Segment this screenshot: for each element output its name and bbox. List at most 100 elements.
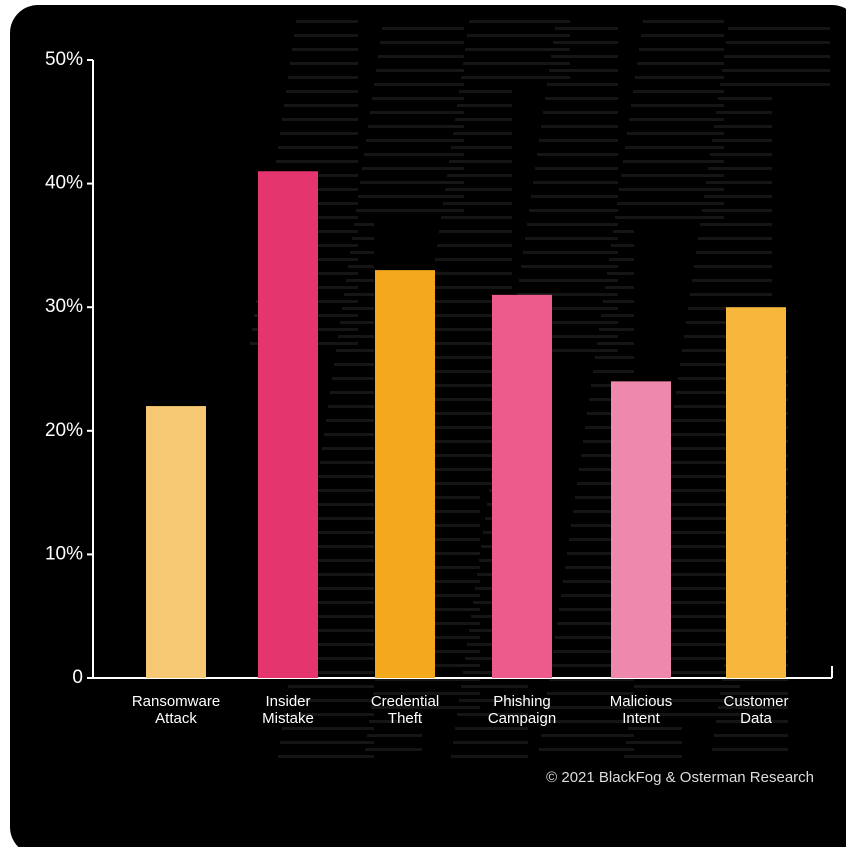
bar [146,406,206,678]
pattern-stripe [419,370,512,373]
pattern-stripe [332,377,374,380]
pattern-stripe [549,678,634,681]
pattern-stripe [567,552,634,555]
pattern-stripe [611,244,634,247]
pattern-stripe [634,685,682,688]
pattern-stripe [577,482,634,485]
pattern-stripe [543,720,634,723]
pattern-stripe [641,643,740,646]
pattern-stripe [617,202,724,205]
pattern-stripe [378,55,464,58]
pattern-stripe [457,104,512,107]
pattern-stripe [352,237,374,240]
pattern-stripe [633,699,740,702]
pattern-stripe [587,412,634,415]
pattern-stripe [694,265,772,268]
pattern-stripe [451,146,512,149]
pattern-stripe [437,244,512,247]
pattern-stripe [712,139,772,142]
pattern-stripe [330,391,374,394]
pattern-stripe [294,643,374,646]
pattern-stripe [415,398,512,401]
pattern-stripe [439,230,512,233]
pattern-stripe [360,181,464,184]
pattern-stripe [365,748,422,751]
pattern-stripe [284,713,374,716]
pattern-stripe [597,342,634,345]
pattern-stripe [545,97,618,100]
pattern-stripe [338,335,374,338]
pattern-stripe [557,622,634,625]
pattern-stripe [579,468,634,471]
pattern-stripe [545,706,634,709]
pattern-stripe [461,76,512,79]
pattern-stripe [629,118,724,121]
pattern-stripe [369,720,422,723]
pattern-stripe [346,279,374,282]
pattern-stripe [519,279,618,282]
pattern-stripe [413,412,512,415]
pattern-stripe [722,69,772,72]
pattern-stripe [464,62,570,65]
pattern-stripe [722,678,788,681]
pattern-stripe [453,741,528,744]
pattern-stripe [571,524,634,527]
pattern-stripe [535,167,618,170]
pattern-stripe [394,552,480,555]
pattern-stripe [304,573,374,576]
pattern-stripe [595,356,634,359]
pattern-stripe [374,83,464,86]
pattern-stripe [630,713,682,716]
pattern-stripe [581,454,634,457]
pattern-stripe [649,587,740,590]
pattern-stripe [336,349,374,352]
pattern-stripe [599,328,634,331]
pattern-stripe [375,678,422,681]
pattern-stripe [467,34,512,37]
pattern-stripe [547,692,634,695]
pattern-stripe [653,559,740,562]
pattern-stripe [366,139,464,142]
bar [375,270,435,678]
pattern-stripe [457,713,528,716]
y-tick-label: 10% [45,543,83,564]
pattern-stripe [569,538,634,541]
pattern-stripe [539,748,634,751]
pattern-stripe [615,216,724,219]
pattern-stripe [427,314,512,317]
pattern-stripe [407,454,512,457]
pattern-stripe [664,475,772,478]
pattern-stripe [626,741,682,744]
pattern-stripe [716,720,788,723]
pattern-stripe [601,314,634,317]
pattern-stripe [659,517,740,520]
pattern-stripe [316,489,374,492]
pattern-stripe [376,69,464,72]
pattern-stripe [668,447,772,450]
pattern-stripe [710,153,772,156]
pattern-stripe [298,615,374,618]
pattern-stripe [515,307,618,310]
pattern-stripe [429,300,512,303]
pattern-stripe [527,223,618,226]
pattern-stripe [692,279,772,282]
pattern-stripe [635,76,724,79]
pattern-stripe [296,20,358,23]
pattern-stripe [350,251,374,254]
pattern-stripe [533,181,618,184]
pattern-stripe [700,223,772,226]
pattern-stripe [364,153,464,156]
pattern-stripe [718,97,772,100]
pattern-stripe [593,370,634,373]
pattern-stripe [624,755,682,758]
pattern-stripe [724,55,772,58]
pattern-stripe [647,601,740,604]
pattern-stripe [441,216,512,219]
pattern-stripe [553,41,618,44]
pattern-stripe [435,258,512,261]
pattern-stripe [698,237,772,240]
pattern-stripe [690,293,772,296]
pattern-stripe [411,426,512,429]
pattern-stripe [318,475,374,478]
pattern-stripe [712,748,788,751]
